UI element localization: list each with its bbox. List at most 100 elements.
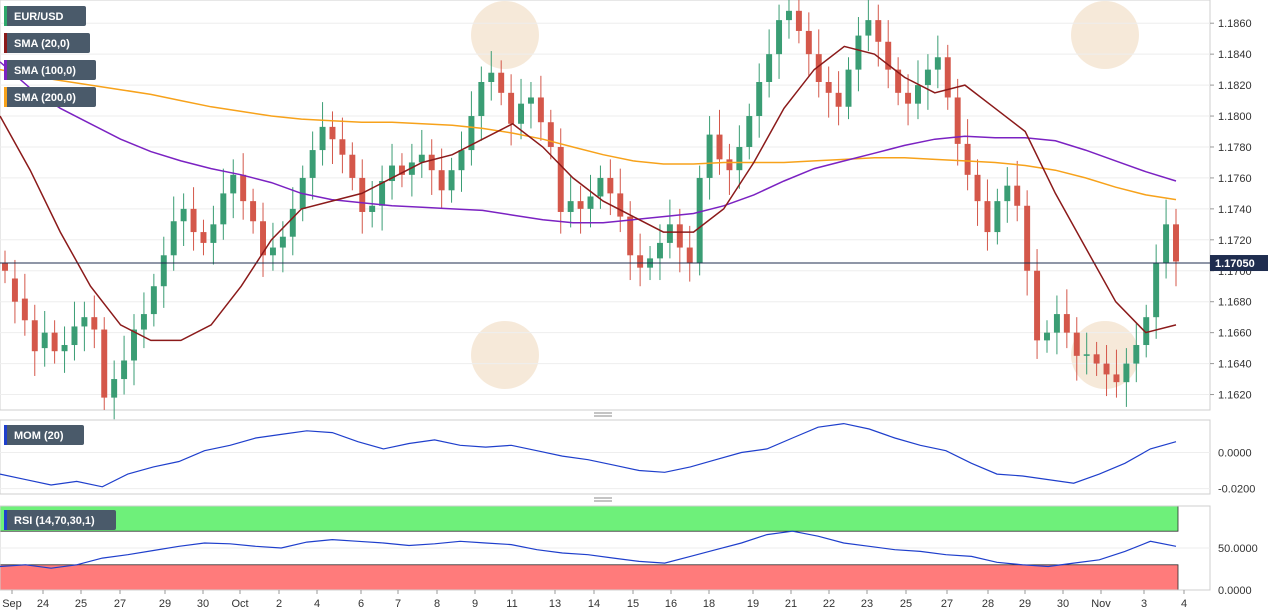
- watermark-layer: [471, 1, 1139, 389]
- time-tick-label: 11: [506, 598, 517, 610]
- candle-body: [637, 255, 644, 268]
- candle-body: [339, 139, 346, 155]
- price-pane-frame: [0, 0, 1211, 411]
- candle-body: [1153, 263, 1160, 318]
- legend-mom[interactable]: MOM (20): [4, 425, 84, 445]
- time-tick-label: Sep: [2, 598, 22, 610]
- time-tick-label: 2: [276, 598, 282, 610]
- time-tick-label: 3: [1141, 598, 1147, 610]
- time-tick-label: 30: [1057, 598, 1069, 610]
- candle-body: [686, 247, 693, 264]
- price-tick-label: 1.1660: [1218, 328, 1252, 340]
- last-price-value: 1.17050: [1215, 258, 1255, 270]
- candle-body: [706, 134, 713, 178]
- candle-body: [984, 201, 991, 233]
- candle-body: [369, 205, 376, 212]
- candle-body: [428, 154, 435, 171]
- candle-body: [1113, 374, 1120, 383]
- price-tick-label: 1.1780: [1218, 142, 1252, 154]
- candle-body: [478, 82, 485, 117]
- candle-body: [250, 201, 257, 222]
- legend-sma200[interactable]: SMA (200,0): [4, 87, 96, 107]
- candle-body: [746, 116, 753, 147]
- candle-body: [140, 314, 147, 330]
- candle-body: [1143, 317, 1150, 346]
- candle-body: [91, 317, 98, 330]
- time-tick-label: 15: [627, 598, 639, 610]
- candle-body: [230, 174, 237, 194]
- candle-body: [726, 159, 733, 171]
- legend-rsi-label: RSI (14,70,30,1): [14, 515, 95, 527]
- time-tick-label: 27: [114, 598, 126, 610]
- time-tick-label: 24: [37, 598, 49, 610]
- mom-pane: 0.0000 -0.0200: [0, 419, 1255, 496]
- candle-body: [696, 177, 703, 264]
- candle-body: [11, 278, 18, 302]
- candle-body: [111, 379, 118, 398]
- legend-sma20-label: SMA (20,0): [14, 38, 70, 50]
- time-tick-label: 16: [665, 598, 677, 610]
- mom-pane-frame: [0, 419, 1211, 495]
- legend-rsi[interactable]: RSI (14,70,30,1): [4, 510, 116, 530]
- candle-body: [210, 224, 217, 243]
- candle-body: [170, 221, 177, 256]
- legend-sma20[interactable]: SMA (20,0): [4, 33, 90, 53]
- candle-body: [676, 224, 683, 248]
- candle-body: [150, 286, 157, 315]
- time-tick-label: 23: [861, 598, 873, 610]
- candle-body: [458, 150, 465, 171]
- candle-body: [121, 360, 128, 380]
- sma100-line: [0, 61, 1177, 224]
- candle-body: [41, 332, 48, 349]
- legend-sma100[interactable]: SMA (100,0): [4, 60, 96, 80]
- time-tick-label: 29: [159, 598, 171, 610]
- candle-body: [527, 97, 534, 104]
- candle-body: [349, 154, 356, 178]
- time-tick-label: 13: [549, 598, 561, 610]
- sma200-line: [0, 68, 1177, 201]
- price-tick-label: 1.1820: [1218, 80, 1252, 92]
- sma20-line: [0, 45, 1177, 342]
- candle-body: [994, 201, 1001, 233]
- time-tick-label: 7: [395, 598, 401, 610]
- candle-body: [944, 57, 951, 98]
- price-tick-label: 1.1860: [1218, 18, 1252, 30]
- legend-sma100-bg: [4, 60, 96, 80]
- candle-body: [547, 122, 554, 147]
- legend-mom-bg: [4, 425, 84, 445]
- candle-body: [805, 30, 812, 55]
- legend-symbol[interactable]: EUR/USD: [4, 6, 86, 26]
- time-tick-label: 25: [75, 598, 87, 610]
- time-tick-label: 4: [314, 598, 320, 610]
- last-price-tag-bg: [1210, 255, 1268, 272]
- candle-body: [379, 181, 386, 206]
- legend-sma100-label: SMA (100,0): [14, 65, 76, 77]
- candle-body: [1044, 332, 1050, 341]
- pane-resize-handle-2[interactable]: [594, 497, 612, 502]
- candle-body: [408, 162, 415, 175]
- legend-symbol-bg: [4, 6, 86, 26]
- time-tick-label: 25: [900, 598, 912, 610]
- rsi-oversold-zone: [0, 564, 1179, 591]
- candle-body: [815, 54, 822, 82]
- candle-body: [289, 208, 296, 237]
- candle-body: [2, 263, 8, 271]
- rsi-overbought-zone: [0, 505, 1179, 532]
- candle-body: [785, 10, 792, 21]
- candle-body: [617, 193, 624, 217]
- candle-body: [1073, 332, 1080, 356]
- watermark-logo: [1071, 321, 1139, 389]
- candle-body: [131, 329, 137, 361]
- candle-body: [1034, 270, 1041, 341]
- candle-body: [656, 242, 663, 259]
- pane-resize-handle-1[interactable]: [594, 412, 612, 417]
- candle-body: [468, 116, 475, 151]
- candle-body: [964, 143, 971, 175]
- time-axis: Sep 24 25 27 29 30 Oct 2 4 6 7 8 9 11 13 14 15 16 18 19 21 22…: [0, 589, 1210, 610]
- legend-mom-swatch: [4, 425, 7, 445]
- candle-body: [488, 72, 495, 82]
- watermark-logo: [471, 1, 539, 69]
- legend-sma20-bg: [4, 33, 90, 53]
- candle-body: [508, 92, 515, 124]
